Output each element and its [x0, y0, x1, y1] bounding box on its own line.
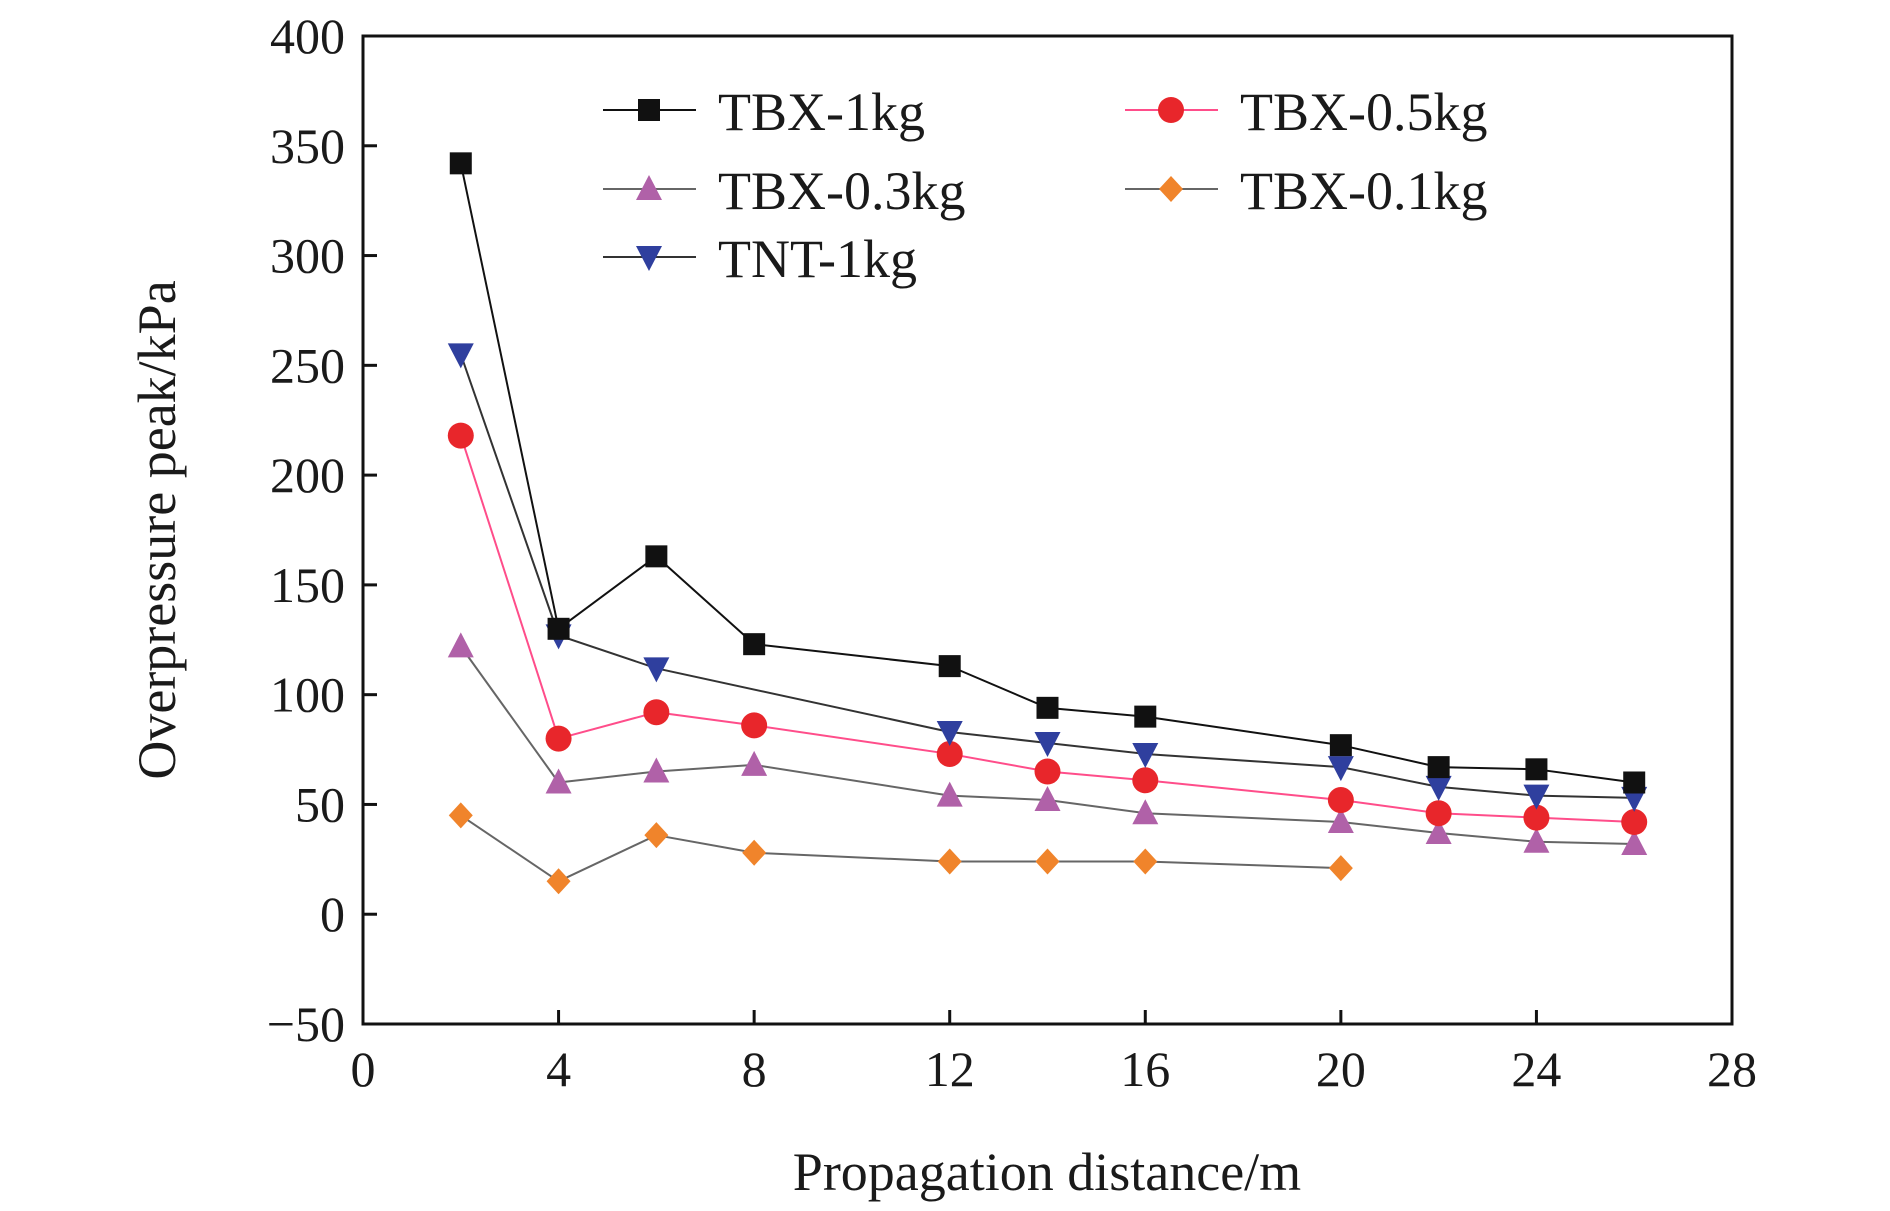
- legend-label: TBX-1kg: [718, 82, 925, 142]
- data-point-TBX-0.5kg: [741, 712, 768, 739]
- x-tick-label: 16: [1120, 1041, 1170, 1097]
- data-point-TBX-0.3kg: [1425, 818, 1452, 844]
- x-tick-label: 8: [742, 1041, 767, 1097]
- data-point-TNT-1kg: [643, 657, 670, 683]
- data-point-TBX-0.5kg: [936, 740, 963, 767]
- data-point-TBX-0.3kg: [1621, 829, 1648, 855]
- y-tick-label: 200: [270, 447, 345, 503]
- data-point-TBX-0.3kg: [1327, 808, 1354, 834]
- data-point-TNT-1kg: [1523, 784, 1550, 810]
- data-point-TNT-1kg: [447, 343, 474, 369]
- data-point-TBX-1kg: [938, 655, 961, 678]
- data-point-TBX-0.1kg: [448, 802, 473, 829]
- y-tick-label: 250: [270, 337, 345, 393]
- data-point-TBX-0.3kg: [643, 757, 670, 783]
- legend-marker-TBX-0.1kg: [1159, 176, 1183, 202]
- data-point-TBX-0.1kg: [644, 822, 669, 849]
- data-point-TBX-0.1kg: [937, 848, 962, 875]
- y-tick-label: 100: [270, 667, 345, 723]
- data-point-TBX-0.3kg: [545, 768, 572, 794]
- data-point-TNT-1kg: [1132, 742, 1159, 768]
- legend-label: TNT-1kg: [718, 229, 917, 289]
- data-point-TBX-0.5kg: [1425, 800, 1452, 827]
- x-tick-label: 12: [925, 1041, 975, 1097]
- x-tick-label: 0: [351, 1041, 376, 1097]
- data-point-TBX-1kg: [1134, 705, 1157, 728]
- data-point-TNT-1kg: [1034, 731, 1061, 757]
- legend-label: TBX-0.1kg: [1240, 161, 1487, 221]
- y-tick-label: 150: [270, 557, 345, 613]
- legend-marker-TBX-0.3kg: [636, 175, 662, 200]
- y-axis: −50 0 50 100 150 200 250 300 350 400: [267, 8, 377, 1052]
- data-point-TBX-0.5kg: [1523, 804, 1550, 831]
- data-point-TNT-1kg: [1327, 756, 1354, 782]
- x-tick-label: 24: [1511, 1041, 1561, 1097]
- data-point-TBX-0.3kg: [741, 750, 768, 776]
- data-point-TBX-0.3kg: [936, 781, 963, 807]
- legend-marker-TBX-1kg: [638, 99, 660, 121]
- data-point-TBX-1kg: [449, 152, 472, 175]
- data-point-TBX-1kg: [1329, 734, 1352, 757]
- data-point-TBX-0.5kg: [1034, 758, 1061, 785]
- data-point-TBX-0.3kg: [1523, 827, 1550, 853]
- y-tick-label: 0: [320, 886, 345, 942]
- data-point-TBX-0.5kg: [1132, 767, 1159, 794]
- data-point-TBX-0.1kg: [546, 868, 571, 895]
- data-point-TBX-1kg: [1427, 756, 1450, 779]
- data-point-TBX-0.1kg: [1035, 848, 1060, 875]
- legend-label: TBX-0.5kg: [1240, 82, 1487, 142]
- y-tick-label: 350: [270, 118, 345, 174]
- data-point-TBX-1kg: [1623, 771, 1646, 794]
- data-point-TBX-0.3kg: [447, 632, 474, 658]
- data-point-TBX-0.1kg: [742, 839, 767, 866]
- data-point-TBX-1kg: [1525, 758, 1548, 781]
- y-tick-label: 50: [295, 776, 345, 832]
- y-tick-label: −50: [267, 996, 345, 1052]
- data-point-TBX-0.3kg: [1034, 786, 1061, 812]
- data-point-TBX-1kg: [743, 633, 766, 656]
- y-tick-label: 300: [270, 228, 345, 284]
- data-point-TBX-1kg: [547, 617, 570, 640]
- data-point-TBX-0.1kg: [1133, 848, 1158, 875]
- legend-label: TBX-0.3kg: [718, 161, 965, 221]
- series-markers: [447, 152, 1648, 895]
- data-point-TNT-1kg: [1425, 775, 1452, 801]
- x-axis: 0 4 8 12 16 20 24 28: [351, 1010, 1757, 1097]
- legend-marker-TBX-0.5kg: [1158, 97, 1184, 123]
- data-point-TBX-0.1kg: [1328, 855, 1353, 882]
- data-point-TBX-0.5kg: [545, 725, 572, 752]
- y-tick-label: 400: [270, 8, 345, 64]
- data-point-TBX-0.3kg: [1132, 799, 1159, 825]
- x-tick-label: 20: [1316, 1041, 1366, 1097]
- data-point-TBX-0.5kg: [1621, 809, 1648, 836]
- data-point-TBX-1kg: [645, 545, 668, 568]
- data-point-TBX-0.5kg: [1327, 787, 1354, 814]
- data-point-TBX-0.5kg: [447, 422, 474, 449]
- series-line-TNT-1kg: [459, 354, 1635, 799]
- y-axis-title: Overpressure peak/kPa: [127, 280, 187, 779]
- x-tick-label: 28: [1707, 1041, 1757, 1097]
- data-point-TBX-1kg: [1036, 696, 1059, 719]
- legend: TBX-1kg TBX-0.5kg TBX-0.3kg TBX-0.1kg TNT-1k…: [603, 82, 1487, 289]
- legend-marker-TNT-1kg: [636, 246, 662, 271]
- series-line-TBX-0.1kg: [460, 814, 1341, 883]
- x-axis-title: Propagation distance/m: [793, 1142, 1301, 1202]
- x-tick-label: 4: [546, 1041, 571, 1097]
- data-point-TNT-1kg: [936, 720, 963, 746]
- plot-frame: [361, 34, 1734, 1026]
- data-point-TBX-0.5kg: [643, 699, 670, 726]
